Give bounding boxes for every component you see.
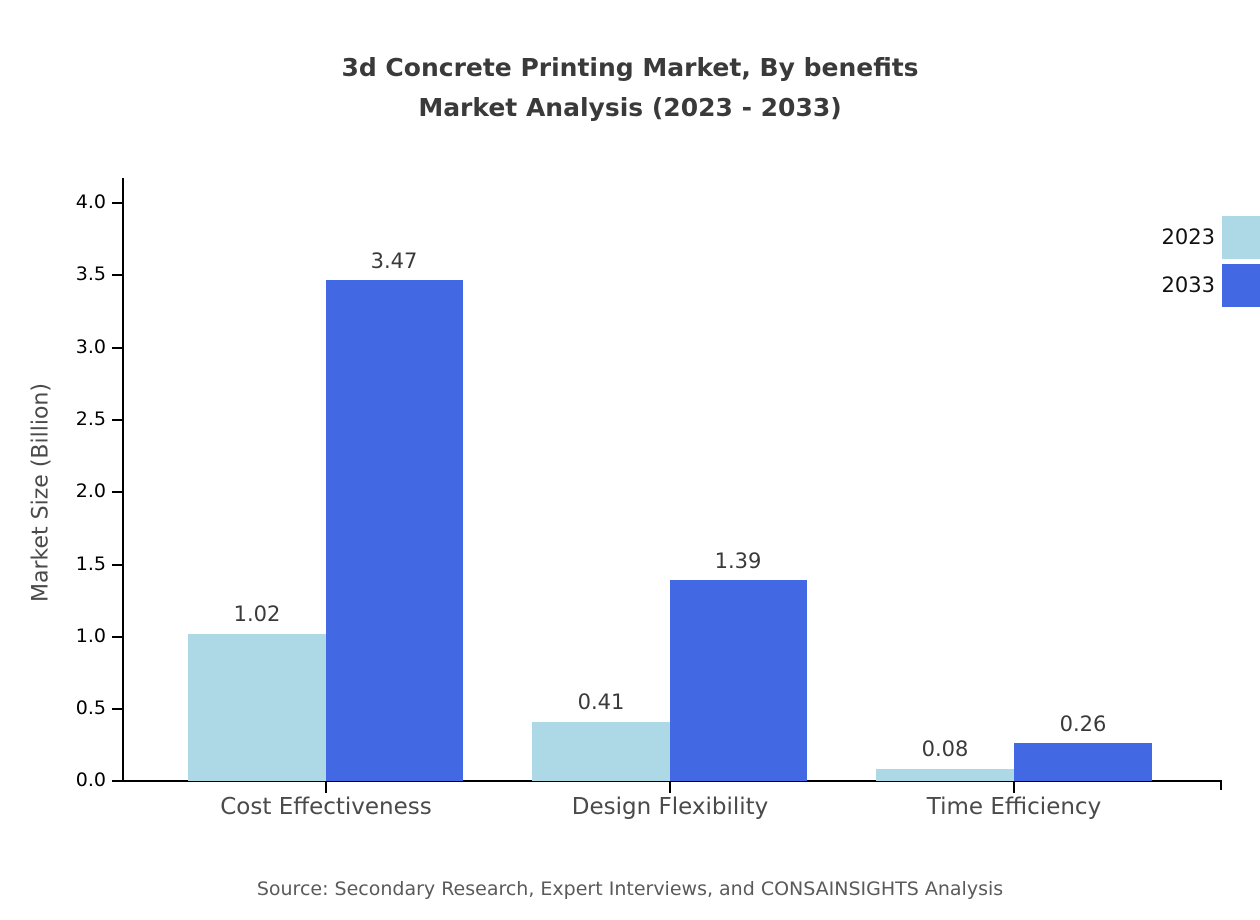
y-tick-mark-3.0 xyxy=(112,347,123,350)
y-tick-mark-3.5 xyxy=(112,274,123,277)
bar-value-label-2033-time-efficiency: 0.26 xyxy=(1059,712,1107,736)
x-tick-mark-time-efficiency xyxy=(1013,782,1016,793)
x-tick-mark-design-flexibility xyxy=(669,782,672,793)
bar-2023-design-flexibility[interactable] xyxy=(532,722,670,781)
y-tick-label-2.0: 2.0 xyxy=(75,480,106,502)
x-tick-mark-cost-effectiveness xyxy=(325,782,328,793)
x-tick-label-time-efficiency: Time Efficiency xyxy=(926,794,1102,820)
bar-2023-time-efficiency[interactable] xyxy=(876,769,1014,781)
chart-title: 3d Concrete Printing Market, By benefits… xyxy=(0,48,1260,128)
bar-value-label-2033-design-flexibility: 1.39 xyxy=(714,549,762,573)
chart-title-line-2: Market Analysis (2023 - 2033) xyxy=(418,93,842,122)
y-tick-label-0.5: 0.5 xyxy=(75,697,106,719)
bar-2033-time-efficiency[interactable] xyxy=(1014,743,1152,781)
y-tick-label-0.0: 0.0 xyxy=(75,769,106,791)
y-axis-spine xyxy=(122,178,125,782)
y-tick-mark-1.0 xyxy=(112,636,123,639)
y-tick-mark-0.5 xyxy=(112,708,123,711)
legend-swatch-2033 xyxy=(1222,264,1260,307)
legend-item-2023[interactable]: 2023 xyxy=(1110,216,1260,264)
bar-2033-cost-effectiveness[interactable] xyxy=(326,280,463,781)
y-tick-mark-4.0 xyxy=(112,202,123,205)
bar-2023-cost-effectiveness[interactable] xyxy=(188,634,326,781)
y-tick-mark-2.0 xyxy=(112,491,123,494)
chart-title-line-1: 3d Concrete Printing Market, By benefits xyxy=(341,53,919,82)
legend-swatch-2023 xyxy=(1222,216,1260,259)
x-axis-end-tick xyxy=(1220,780,1223,790)
chart-legend: 2023 2033 xyxy=(1110,216,1260,312)
x-tick-label-cost-effectiveness: Cost Effectiveness xyxy=(220,794,432,820)
legend-label-2033: 2033 xyxy=(1161,273,1215,297)
legend-item-2033[interactable]: 2033 xyxy=(1110,264,1260,312)
x-tick-label-design-flexibility: Design Flexibility xyxy=(571,794,769,820)
y-tick-label-3.5: 3.5 xyxy=(75,263,106,285)
legend-label-2023: 2023 xyxy=(1161,225,1215,249)
y-tick-mark-2.5 xyxy=(112,419,123,422)
y-tick-label-1.0: 1.0 xyxy=(75,625,106,647)
bar-value-label-2033-cost-effectiveness: 3.47 xyxy=(370,249,418,273)
y-tick-label-2.5: 2.5 xyxy=(75,408,106,430)
y-tick-mark-1.5 xyxy=(112,564,123,567)
bar-2033-design-flexibility[interactable] xyxy=(670,580,807,781)
bar-value-label-2023-time-efficiency: 0.08 xyxy=(921,737,969,761)
y-tick-label-3.0: 3.0 xyxy=(75,336,106,358)
y-tick-label-4.0: 4.0 xyxy=(75,191,106,213)
bar-value-label-2023-design-flexibility: 0.41 xyxy=(577,690,625,714)
x-axis-spine xyxy=(122,780,1222,783)
y-tick-label-1.5: 1.5 xyxy=(75,553,106,575)
bar-value-label-2023-cost-effectiveness: 1.02 xyxy=(233,602,281,626)
y-tick-mark-0.0 xyxy=(112,780,123,783)
source-note: Source: Secondary Research, Expert Inter… xyxy=(256,878,1004,900)
